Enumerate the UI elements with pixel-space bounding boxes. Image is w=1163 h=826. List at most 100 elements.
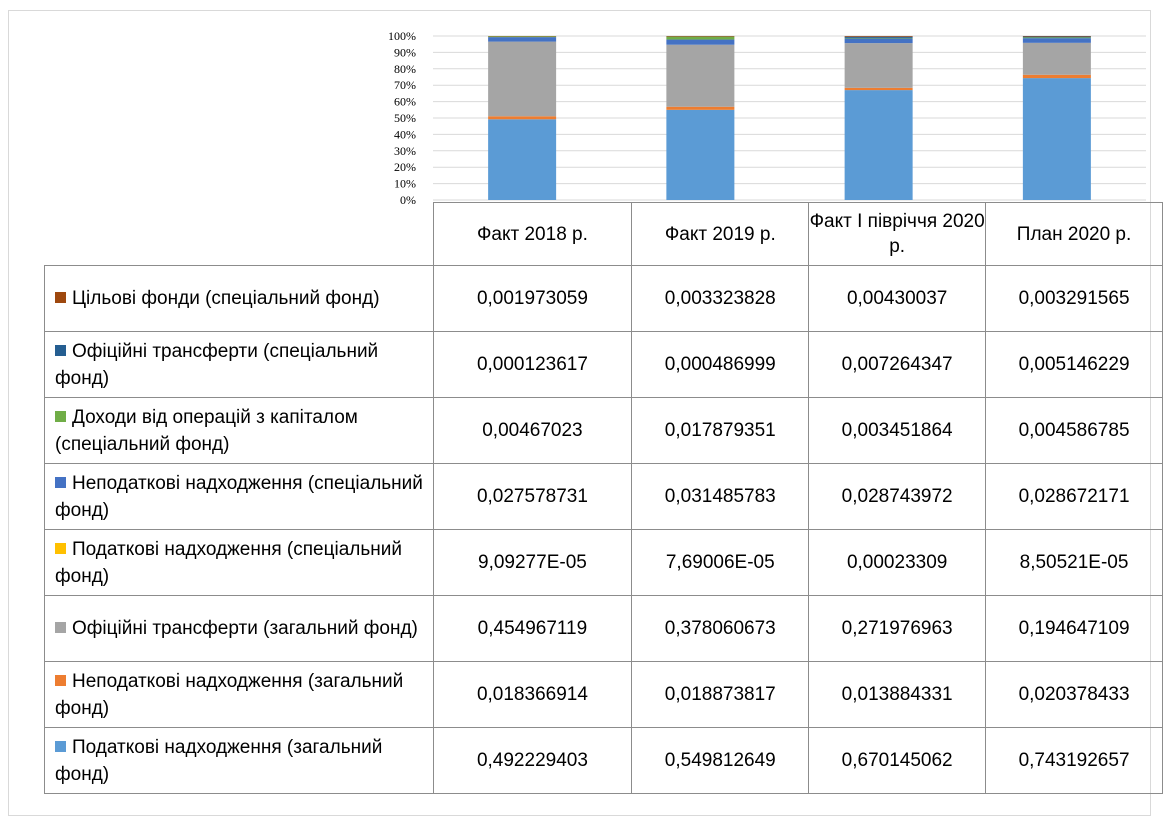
bar-segment: [844, 36, 913, 38]
bar-segment: [666, 39, 735, 45]
table-header-row: Факт 2018 р. Факт 2019 р. Факт І півріччя …: [44, 202, 1163, 266]
legend-entry: Неподаткові надходження (загальний фонд): [44, 661, 434, 728]
y-tick-label: 40%: [394, 127, 416, 141]
table-row: Офіційні трансферти (загальний фонд) 0,45…: [44, 595, 1163, 662]
table-value-cell: 0,028743972: [808, 463, 987, 530]
bar-segment: [1022, 38, 1091, 43]
bar-segment: [1022, 37, 1091, 39]
bar-segment: [844, 90, 913, 200]
table-value-cell: 0,020378433: [985, 661, 1163, 728]
y-tick-label: 70%: [394, 78, 416, 92]
y-tick-label: 50%: [394, 111, 416, 125]
legend-entry: Доходи від операцій з капіталом (спеціал…: [44, 397, 434, 464]
legend-key: [55, 344, 66, 356]
table-value-cell: 0,454967119: [432, 595, 633, 662]
bar-segment: [844, 87, 913, 91]
table-value-cell: 0,000123617: [432, 331, 633, 398]
table-value-cell: 0,271976963: [808, 595, 987, 662]
bar-segment: [488, 36, 557, 38]
bar-segment: [666, 36, 735, 40]
category-label: Факт 2019 р.: [631, 202, 810, 266]
table-value-cell: 0,492229403: [432, 727, 633, 794]
table-value-cell: 0,017879351: [631, 397, 810, 464]
bar-segment: [844, 38, 913, 44]
table-value-cell: 0,003323828: [631, 265, 810, 332]
legend-key: [55, 292, 66, 303]
table-value-cell: 0,031485783: [631, 463, 810, 530]
table-value-cell: 8,50521E-05: [985, 529, 1163, 596]
series-name: Цільові фонди (спеціальний фонд): [72, 288, 380, 309]
table-value-cell: 0,00023309: [808, 529, 987, 596]
bar-segment: [1022, 78, 1091, 200]
y-tick-label: 20%: [394, 160, 416, 174]
table-value-cell: 0,001973059: [432, 265, 633, 332]
y-tick-label: 60%: [394, 95, 416, 109]
series-name: Офіційні трансферти (загальний фонд): [72, 618, 418, 639]
table-value-cell: 0,018366914: [432, 661, 633, 728]
legend-key: [55, 622, 66, 633]
series-name: Неподаткові надходження (загальний фонд): [55, 670, 404, 719]
table-row: Податкові надходження (загальний фонд) 0,…: [44, 727, 1163, 794]
legend-entry: Неподаткові надходження (спеціальний фон…: [44, 463, 434, 530]
table-value-cell: 0,004586785: [985, 397, 1163, 464]
y-tick-label: 90%: [394, 45, 416, 59]
legend-entry: Офіційні трансферти (спеціальний фонд): [44, 331, 434, 398]
y-tick-label: 100%: [388, 29, 416, 43]
bar-segment: [488, 116, 557, 120]
series-name: Податкові надходження (спеціальний фонд): [55, 538, 402, 587]
table-value-cell: 0,028672171: [985, 463, 1163, 530]
series-name: Доходи від операцій з капіталом (спеціал…: [55, 406, 358, 455]
table-row: Податкові надходження (спеціальний фонд)…: [44, 529, 1163, 596]
legend-entry: Офіційні трансферти (загальний фонд): [44, 595, 434, 662]
legend-key: [55, 476, 66, 488]
table-value-cell: 0,549812649: [631, 727, 810, 794]
table-value-cell: 0,027578731: [432, 463, 633, 530]
stacked-bar-chart: 0%10%20%30%40%50%60%70%80%90%100%: [388, 29, 1146, 207]
y-tick-label: 10%: [394, 177, 416, 191]
legend-key: [55, 674, 66, 686]
bar-segment: [666, 36, 735, 37]
table-value-cell: 0,005146229: [985, 331, 1163, 398]
legend-key: [55, 740, 66, 752]
table-value-cell: 9,09277E-05: [432, 529, 633, 596]
bar-segment: [488, 37, 557, 42]
data-table: Факт 2018 р. Факт 2019 р. Факт І півріччя …: [44, 202, 1163, 794]
bar-segment: [844, 36, 913, 37]
table-value-cell: 0,378060673: [631, 595, 810, 662]
table-corner-cell: [44, 202, 434, 266]
table-value-cell: 0,003451864: [808, 397, 987, 464]
series-name: Податкові надходження (загальний фонд): [55, 736, 383, 785]
series-name: Офіційні трансферти (спеціальний фонд): [55, 340, 379, 389]
bar-segment: [488, 119, 557, 200]
table-row: Цільові фонди (спеціальний фонд) 0,001973…: [44, 265, 1163, 332]
table-value-cell: 7,69006E-05: [631, 529, 810, 596]
table-row: Офіційні трансферти (спеціальний фонд) 0,…: [44, 331, 1163, 398]
bar-segment: [1022, 36, 1091, 38]
table-value-cell: 0,670145062: [808, 727, 987, 794]
y-tick-label: 30%: [394, 144, 416, 158]
table-value-cell: 0,743192657: [985, 727, 1163, 794]
bar-segment: [1022, 74, 1091, 79]
bar-segment: [666, 109, 735, 200]
series-name: Неподаткові надходження (спеціальний фон…: [55, 472, 423, 521]
table-value-cell: 0,194647109: [985, 595, 1163, 662]
bar-segment: [844, 37, 913, 39]
bar-segment: [1022, 42, 1091, 75]
table-value-cell: 0,003291565: [985, 265, 1163, 332]
bar-segment: [844, 43, 913, 88]
legend-entry: Цільові фонди (спеціальний фонд): [44, 265, 434, 332]
legend-entry: Податкові надходження (спеціальний фонд): [44, 529, 434, 596]
table-row: Неподаткові надходження (загальний фонд)…: [44, 661, 1163, 728]
bar-segment: [488, 41, 557, 117]
category-label: Факт І півріччя 2020 р.: [808, 202, 987, 266]
legend-key: [55, 410, 66, 422]
table-value-cell: 0,000486999: [631, 331, 810, 398]
bar-segment: [666, 44, 735, 107]
table-value-cell: 0,013884331: [808, 661, 987, 728]
table-row: Доходи від операцій з капіталом (спеціал…: [44, 397, 1163, 464]
table-value-cell: 0,00467023: [432, 397, 633, 464]
legend-entry: Податкові надходження (загальний фонд): [44, 727, 434, 794]
table-value-cell: 0,007264347: [808, 331, 987, 398]
y-tick-label: 80%: [394, 62, 416, 76]
bar-segment: [1022, 36, 1091, 37]
